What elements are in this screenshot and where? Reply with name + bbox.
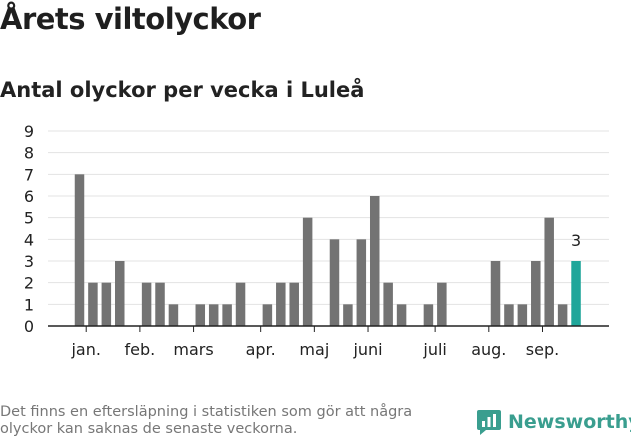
bar <box>115 261 125 326</box>
chart-title: Årets viltolyckor <box>0 2 261 36</box>
bar <box>356 239 367 326</box>
footnote: Det finns en eftersläpning i statistiken… <box>0 404 413 437</box>
bar <box>504 304 514 326</box>
bar <box>396 304 407 326</box>
bar <box>155 282 165 326</box>
bar <box>557 304 568 326</box>
bar <box>168 304 179 326</box>
bar <box>74 174 85 326</box>
y-tick-label: 8 <box>24 144 34 163</box>
y-tick-label: 5 <box>24 209 34 228</box>
newsworthy-logo-icon <box>477 410 501 435</box>
x-tick-label: sep. <box>526 340 559 359</box>
bar <box>490 261 501 326</box>
bar <box>276 282 286 326</box>
bar <box>208 304 219 326</box>
x-tick-label: aug. <box>471 340 506 359</box>
bar <box>571 261 581 326</box>
bar <box>302 217 313 326</box>
bar <box>262 304 273 326</box>
bar <box>195 304 206 326</box>
bar <box>369 196 380 326</box>
y-tick-label: 0 <box>24 317 34 336</box>
x-tick-label: jan. <box>70 340 100 359</box>
bar <box>517 304 528 326</box>
bar <box>141 282 152 326</box>
x-tick-label: mars <box>173 340 213 359</box>
y-tick-label: 7 <box>24 165 34 184</box>
bar <box>544 217 554 326</box>
chart-subtitle: Antal olyckor per vecka i Luleå <box>0 78 365 102</box>
x-tick-label: feb. <box>125 340 156 359</box>
y-tick-label: 6 <box>24 187 34 206</box>
bar <box>289 282 299 326</box>
y-tick-label: 4 <box>24 230 34 249</box>
newsworthy-brand: Newsworthy <box>476 408 631 436</box>
bar <box>383 282 393 326</box>
bar <box>88 282 98 326</box>
bar <box>437 282 447 326</box>
y-tick-label: 3 <box>24 252 34 271</box>
y-tick-label: 9 <box>24 122 34 141</box>
bar <box>531 261 541 326</box>
y-tick-label: 2 <box>24 274 34 293</box>
bar <box>101 282 112 326</box>
data-label: 3 <box>571 231 581 250</box>
y-tick-label: 1 <box>24 295 34 314</box>
brand-name: Newsworthy <box>508 411 631 433</box>
x-tick-label: apr. <box>246 340 276 359</box>
bar <box>329 239 340 326</box>
bar <box>222 304 232 326</box>
bar <box>423 304 434 326</box>
bar <box>235 282 246 326</box>
x-tick-label: juli <box>422 340 446 359</box>
x-tick-label: juni <box>352 340 382 359</box>
bar <box>343 304 353 326</box>
bar-chart: 0 1 2 3 4 5 6 7 8 9 jan. feb. mars apr. maj juni juli aug… <box>24 122 609 359</box>
x-tick-label: maj <box>299 340 329 359</box>
